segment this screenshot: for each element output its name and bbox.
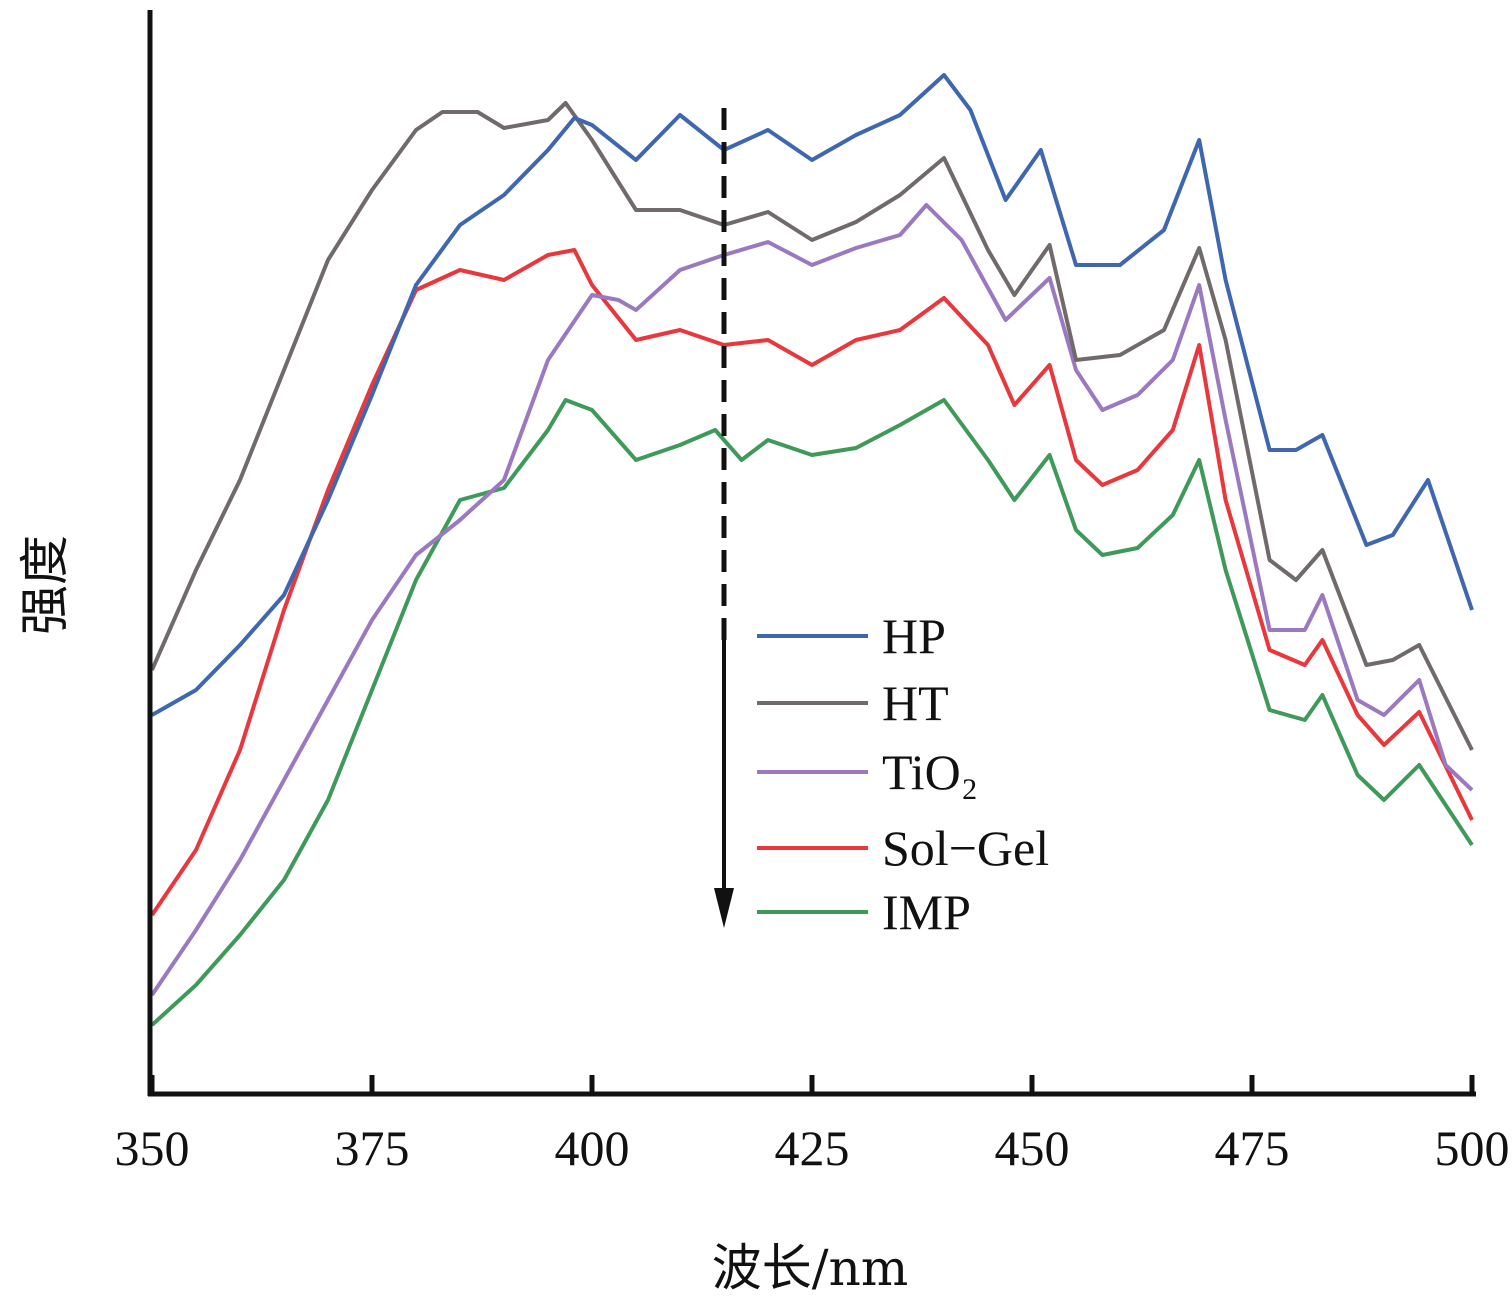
series-line-imp [150, 398, 1474, 1027]
series-line-sol-gel [150, 248, 1474, 917]
legend-label: Sol−Gel [882, 820, 1049, 876]
legend: HP HT TiO₂ Sol−Gel IMP [757, 608, 1049, 940]
x-tick-label: 375 [335, 1120, 410, 1176]
legend-label: HP [882, 608, 946, 664]
legend-label: TiO₂ [882, 744, 978, 800]
x-axis-title: 波长/nm [712, 1239, 908, 1297]
trend-arrow-head [714, 888, 734, 928]
series-line-hp [151, 73, 1474, 717]
x-tick-label: 350 [115, 1120, 190, 1176]
x-tick-label: 450 [995, 1120, 1070, 1176]
x-tick-label: 425 [775, 1120, 850, 1176]
x-tick-label: 500 [1435, 1120, 1510, 1176]
x-tick-label: 400 [555, 1120, 630, 1176]
x-ticks: 350 375 400 425 450 475 500 [115, 1075, 1510, 1176]
legend-label: IMP [882, 884, 971, 940]
trend-arrow [714, 108, 734, 928]
axes [147, 10, 1476, 1097]
y-axis-title: 强度 [16, 535, 74, 635]
series-line-ht [150, 101, 1474, 751]
series-line-tio- [150, 203, 1474, 997]
legend-label: HT [882, 675, 949, 731]
x-tick-label: 475 [1215, 1120, 1290, 1176]
series-layer [150, 73, 1474, 1027]
